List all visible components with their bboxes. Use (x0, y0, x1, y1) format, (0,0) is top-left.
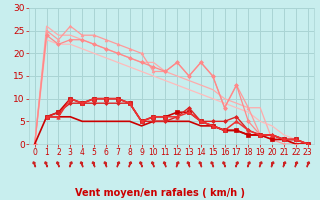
Text: Vent moyen/en rafales ( km/h ): Vent moyen/en rafales ( km/h ) (75, 188, 245, 198)
